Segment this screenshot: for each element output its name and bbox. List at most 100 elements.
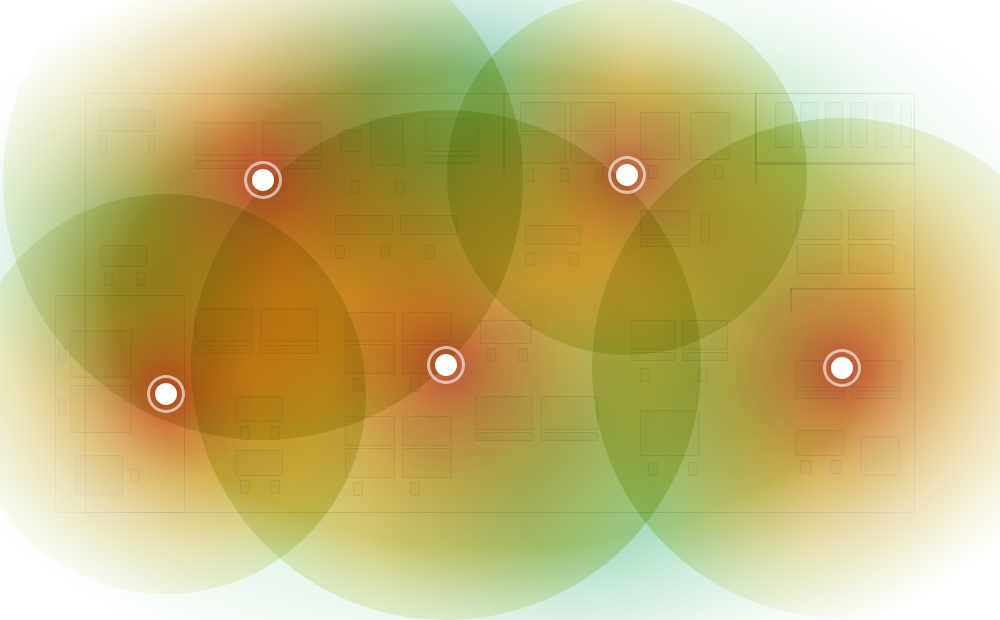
furniture-item — [370, 118, 404, 166]
furniture-item — [795, 360, 845, 388]
furniture-item — [698, 368, 708, 382]
furniture-item — [800, 460, 812, 474]
furniture-item — [425, 245, 435, 259]
furniture-item — [240, 426, 250, 440]
furniture-item — [475, 432, 533, 441]
furniture-item — [775, 102, 793, 148]
furniture-item — [796, 210, 842, 240]
furniture-item — [796, 244, 842, 274]
wall-segment — [755, 163, 915, 165]
furniture-item — [345, 448, 395, 478]
furniture-item — [350, 180, 360, 194]
furniture-item — [690, 112, 730, 160]
furniture-item — [560, 168, 569, 182]
furniture-item — [270, 480, 280, 494]
furniture-item — [830, 460, 842, 474]
furniture-item — [380, 245, 390, 259]
furniture-item — [195, 122, 255, 156]
furniture-item — [700, 212, 710, 244]
furniture-item — [353, 378, 363, 392]
furniture-item — [570, 134, 616, 164]
furniture-item — [335, 215, 393, 235]
wall-segment — [790, 288, 792, 313]
furniture-item — [640, 368, 650, 382]
furniture-item — [640, 238, 690, 247]
furniture-item — [825, 102, 843, 148]
furniture-item — [640, 210, 690, 236]
furniture-item — [851, 360, 901, 388]
furniture-item — [100, 135, 107, 153]
furniture-item — [402, 448, 452, 478]
furniture-item — [475, 396, 533, 430]
furniture-item — [235, 396, 283, 422]
furniture-item — [520, 102, 566, 132]
furniture-item — [195, 345, 253, 354]
furniture-item — [262, 160, 322, 169]
furniture-item — [235, 450, 283, 476]
furniture-item — [425, 118, 479, 152]
furniture-item — [518, 348, 528, 362]
wall-segment — [503, 93, 505, 173]
furniture-item — [480, 320, 532, 344]
furniture-item — [682, 320, 728, 350]
furniture-item — [595, 168, 604, 182]
furniture-item — [195, 160, 255, 169]
furniture-item — [340, 130, 362, 152]
furniture-item — [345, 312, 395, 342]
furniture-item — [714, 165, 724, 179]
furniture-item — [70, 385, 132, 433]
furniture-item — [570, 102, 616, 132]
furniture-item — [58, 345, 66, 363]
furniture-item — [525, 252, 535, 266]
furniture-item — [262, 122, 322, 156]
furniture-item — [900, 102, 912, 148]
wall-segment — [790, 288, 915, 290]
furniture-item — [630, 320, 676, 350]
furniture-item — [630, 352, 676, 361]
furniture-item — [848, 210, 894, 240]
furniture-item — [486, 348, 496, 362]
furniture-item — [795, 430, 845, 456]
furniture-item — [395, 180, 405, 194]
furniture-item — [525, 225, 581, 245]
furniture-item — [648, 462, 658, 476]
furniture-item — [410, 378, 420, 392]
furniture-item — [353, 482, 363, 496]
furniture-item — [402, 416, 452, 446]
furniture-item — [648, 165, 658, 179]
furniture-item — [860, 436, 900, 476]
furniture-item — [70, 330, 132, 378]
furniture-item — [540, 432, 598, 441]
furniture-item — [335, 245, 345, 259]
heatmap-canvas — [0, 0, 1000, 620]
furniture-item — [136, 272, 146, 286]
furniture-item — [75, 455, 123, 495]
furniture-item — [345, 344, 395, 374]
furniture-item — [345, 416, 395, 446]
furniture-item — [795, 390, 845, 399]
furniture-item — [848, 244, 894, 274]
furniture-item — [270, 426, 280, 440]
furniture-item — [540, 396, 598, 430]
furniture-item — [851, 390, 901, 399]
furniture-item — [402, 344, 452, 374]
furniture-item — [569, 252, 579, 266]
furniture-item — [104, 272, 114, 286]
furniture-item — [400, 215, 458, 235]
furniture-item — [260, 308, 318, 342]
furniture-item — [525, 168, 534, 182]
furniture-item — [688, 462, 698, 476]
furniture-item — [425, 155, 479, 164]
furniture-item — [130, 468, 140, 482]
furniture-item — [520, 134, 566, 164]
furniture-item — [100, 110, 155, 132]
furniture-item — [240, 480, 250, 494]
furniture-item — [410, 482, 420, 496]
furniture-item — [875, 102, 893, 148]
furniture-item — [195, 308, 253, 342]
furniture-item — [260, 345, 318, 354]
furniture-item — [682, 352, 728, 361]
furniture-item — [640, 410, 700, 456]
furniture-item — [850, 102, 868, 148]
furniture-item — [148, 135, 155, 153]
